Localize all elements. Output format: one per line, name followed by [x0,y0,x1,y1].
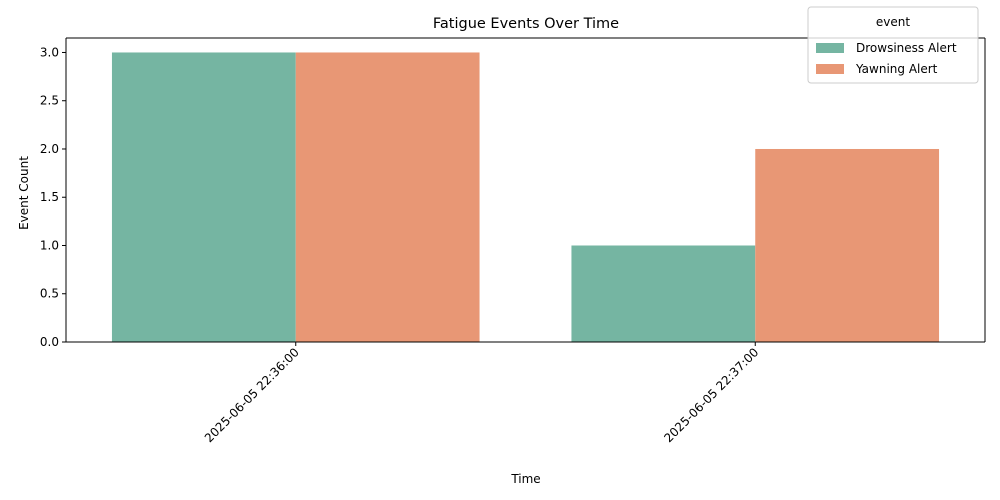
legend-title: event [876,15,910,29]
legend-label-drowsiness: Drowsiness Alert [856,41,957,55]
legend-label-yawning: Yawning Alert [855,62,938,76]
bar-drowsiness-alert-1 [571,245,756,342]
x-tick-label-0: 2025-06-05 22:36:00 [202,345,302,445]
x-tick-label-1: 2025-06-05 22:37:00 [661,345,761,445]
legend: event Drowsiness Alert Yawning Alert [807,6,979,84]
legend-swatch-yawning [816,64,844,74]
y-tick-label-2: 1.0 [40,238,59,252]
y-tick-label-3: 1.5 [40,190,59,204]
y-tick-label-1: 0.5 [40,287,59,301]
bar-yawning-alert-1 [755,148,940,342]
y-tick-label-4: 2.0 [40,142,59,156]
y-tick-label-6: 3.0 [40,45,59,59]
x-axis-label: Time [510,472,540,486]
bar-yawning-alert-0 [295,52,480,342]
y-tick-label-0: 0.0 [40,335,59,349]
legend-frame [807,6,979,84]
bar-drowsiness-alert-0 [111,52,296,342]
y-axis-label: Event Count [17,156,31,230]
chart-title: Fatigue Events Over Time [433,16,619,32]
legend-swatch-drowsiness [816,43,844,53]
y-tick-label-5: 2.5 [40,94,59,108]
plot-area: 0.0 0.5 1.0 1.5 2.0 2.5 3.0 2025-06-05 22:36:00… [40,37,986,445]
